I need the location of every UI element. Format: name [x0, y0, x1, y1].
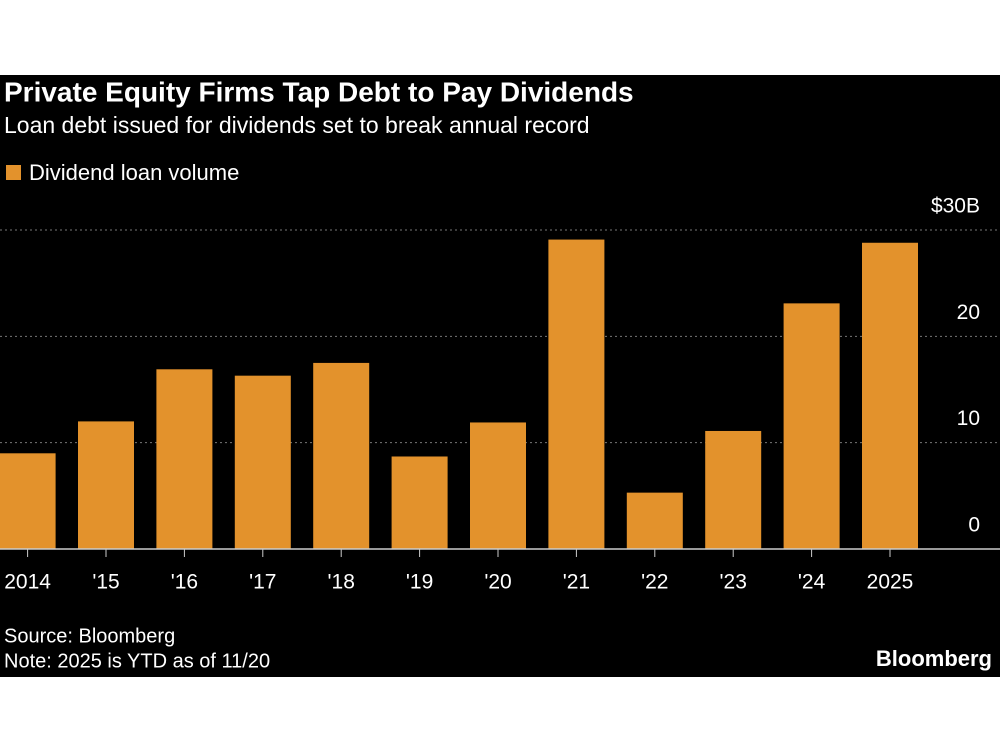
bar — [783, 303, 840, 549]
x-tick-label: '15 — [92, 571, 119, 594]
bar — [862, 242, 918, 549]
x-tick-label: '22 — [641, 571, 668, 594]
x-tick-label: 2014 — [4, 571, 51, 594]
x-tick-label: 2025 — [867, 571, 914, 594]
bar — [78, 421, 134, 549]
legend-swatch — [6, 165, 21, 180]
x-tick-label: '16 — [171, 571, 198, 594]
x-tick-label: '24 — [798, 571, 826, 594]
x-tick-label: '20 — [484, 571, 511, 594]
bar — [626, 492, 683, 549]
bar — [470, 422, 526, 549]
bar — [234, 375, 291, 549]
y-tick-label: 0 — [968, 514, 980, 537]
legend-label: Dividend loan volume — [29, 160, 239, 185]
x-tick-label: '17 — [249, 571, 276, 594]
note: Note: 2025 is YTD as of 11/20 — [4, 650, 270, 672]
bar — [391, 456, 448, 549]
bar — [0, 453, 56, 549]
y-tick-label: 10 — [957, 407, 980, 430]
x-tick-label: '23 — [720, 571, 747, 594]
chart-subtitle: Loan debt issued for dividends set to br… — [4, 112, 590, 138]
y-tick-label: $30B — [931, 195, 980, 218]
x-tick-label: '18 — [328, 571, 355, 594]
bar — [548, 239, 605, 549]
source: Source: Bloomberg — [4, 625, 175, 647]
y-tick-label: 20 — [957, 301, 980, 324]
brand-logo: Bloomberg — [876, 646, 992, 671]
x-tick-label: '21 — [563, 571, 590, 594]
bar — [156, 369, 213, 549]
bar — [313, 362, 370, 549]
chart-title: Private Equity Firms Tap Debt to Pay Div… — [4, 76, 634, 107]
bar — [705, 430, 762, 549]
x-tick-label: '19 — [406, 571, 433, 594]
